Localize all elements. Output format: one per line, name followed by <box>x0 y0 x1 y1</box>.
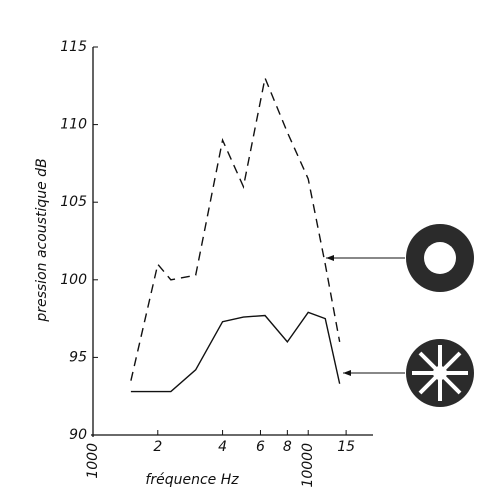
legend-icons <box>326 224 474 407</box>
x-tick-label: 1000 <box>85 443 101 479</box>
y-tick-label: 110 <box>60 117 87 133</box>
y-tick-label: 90 <box>69 427 87 443</box>
series-line <box>130 311 341 393</box>
x-tick-label: 15 <box>337 439 355 455</box>
x-tick-label: 8 <box>283 439 292 455</box>
y-tick-label: 105 <box>60 194 87 210</box>
x-tick-label: 2 <box>153 439 162 455</box>
y-axis-label: pression acoustique dB <box>34 158 50 322</box>
y-tick-label: 100 <box>60 272 87 288</box>
x-tick-label: 10000 <box>300 443 316 488</box>
wheel-hub <box>433 366 447 380</box>
x-tick-label: 4 <box>218 439 227 455</box>
y-tick-label: 95 <box>69 349 87 365</box>
x-tick-label: 6 <box>256 439 265 455</box>
y-tick-label: 115 <box>60 39 87 55</box>
ring-hole <box>424 242 456 274</box>
x-axis-label: fréquence Hz <box>145 472 239 488</box>
series-line <box>130 75 341 381</box>
